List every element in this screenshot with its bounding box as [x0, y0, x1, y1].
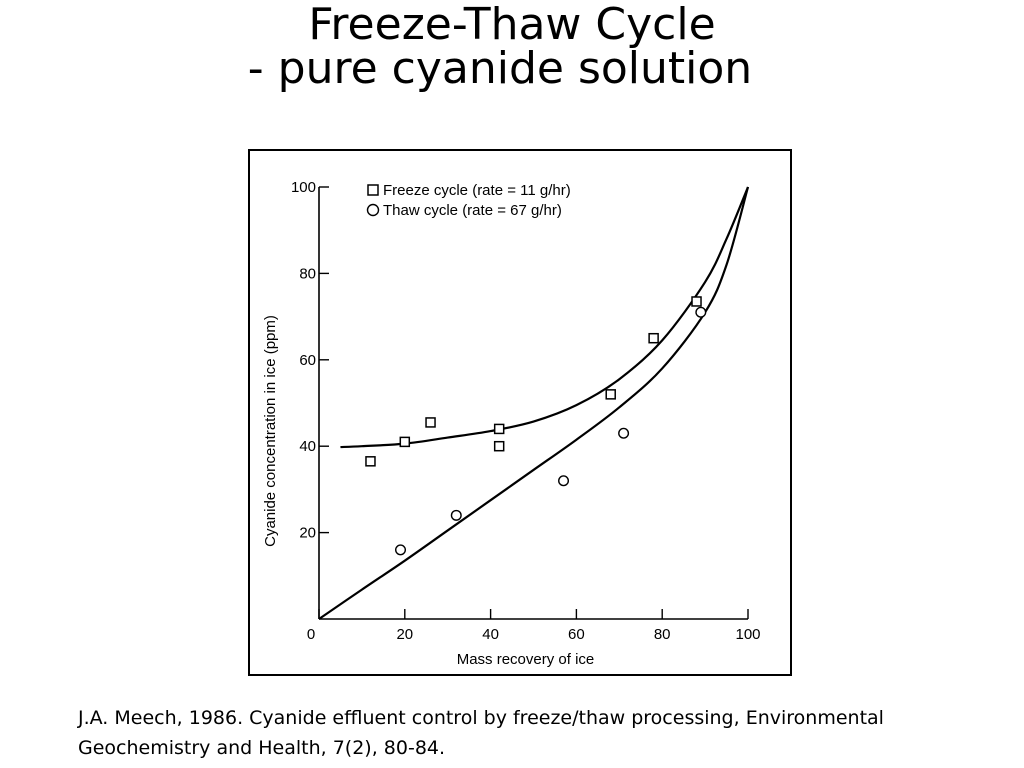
thaw-data-point	[450, 509, 462, 521]
legend-thaw-label: Thaw cycle (rate = 67 g/hr)	[383, 202, 562, 219]
thaw-data-point	[395, 544, 407, 556]
legend-square-marker	[367, 184, 379, 196]
freeze-data-point	[493, 440, 505, 452]
x-tick-label: 60	[568, 626, 585, 643]
x-tick-label: 80	[654, 626, 671, 643]
citation: J.A. Meech, 1986. Cyanide effluent contr…	[78, 703, 978, 763]
freeze-data-point	[691, 296, 702, 307]
citation-line-1: J.A. Meech, 1986. Cyanide effluent contr…	[78, 707, 884, 729]
y-tick-label: 60	[299, 352, 316, 369]
y-axis-label: Cyanide concentration in ice (ppm)	[262, 315, 279, 547]
x-tick-label: 40	[482, 626, 499, 643]
legend-freeze-label: Freeze cycle (rate = 11 g/hr)	[383, 182, 571, 199]
thaw-data-point	[558, 475, 570, 487]
y-tick-label: 80	[299, 265, 316, 282]
chart-figure: 0 20 40 60 80 100 20 40 60 80 100 Mass recovery of …	[248, 149, 792, 676]
thaw-data-point	[695, 306, 707, 318]
freeze-data-point	[399, 436, 411, 448]
title-line-2: - pure cyanide solution	[247, 43, 753, 94]
freeze-data-point	[493, 423, 505, 435]
freeze-data-point	[425, 417, 436, 428]
freeze-data-point	[605, 389, 616, 400]
y-tick-label: 20	[299, 525, 316, 542]
freeze-data-point	[365, 456, 376, 467]
x-tick-label: 20	[396, 626, 413, 643]
x-tick-label: 0	[307, 626, 315, 643]
citation-line-2: Geochemistry and Health, 7(2), 80-84.	[78, 737, 446, 759]
thaw-fit-curve	[318, 186, 750, 620]
thaw-data-point	[618, 427, 630, 439]
x-tick-label: 100	[735, 626, 760, 643]
y-tick-label: 100	[291, 179, 316, 196]
x-axis-label: Mass recovery of ice	[457, 651, 595, 668]
freeze-fit-curve	[340, 186, 750, 449]
y-tick-label: 40	[299, 438, 316, 455]
chart-svg: 0 20 40 60 80 100 20 40 60 80 100 Mass recovery of …	[262, 179, 761, 668]
title-line-1: Freeze-Thaw Cycle	[308, 0, 716, 50]
legend-circle-marker	[366, 203, 380, 217]
slide-title: Freeze-Thaw Cycle - pure cyanide solutio…	[0, 0, 1024, 94]
freeze-data-point	[648, 332, 659, 344]
